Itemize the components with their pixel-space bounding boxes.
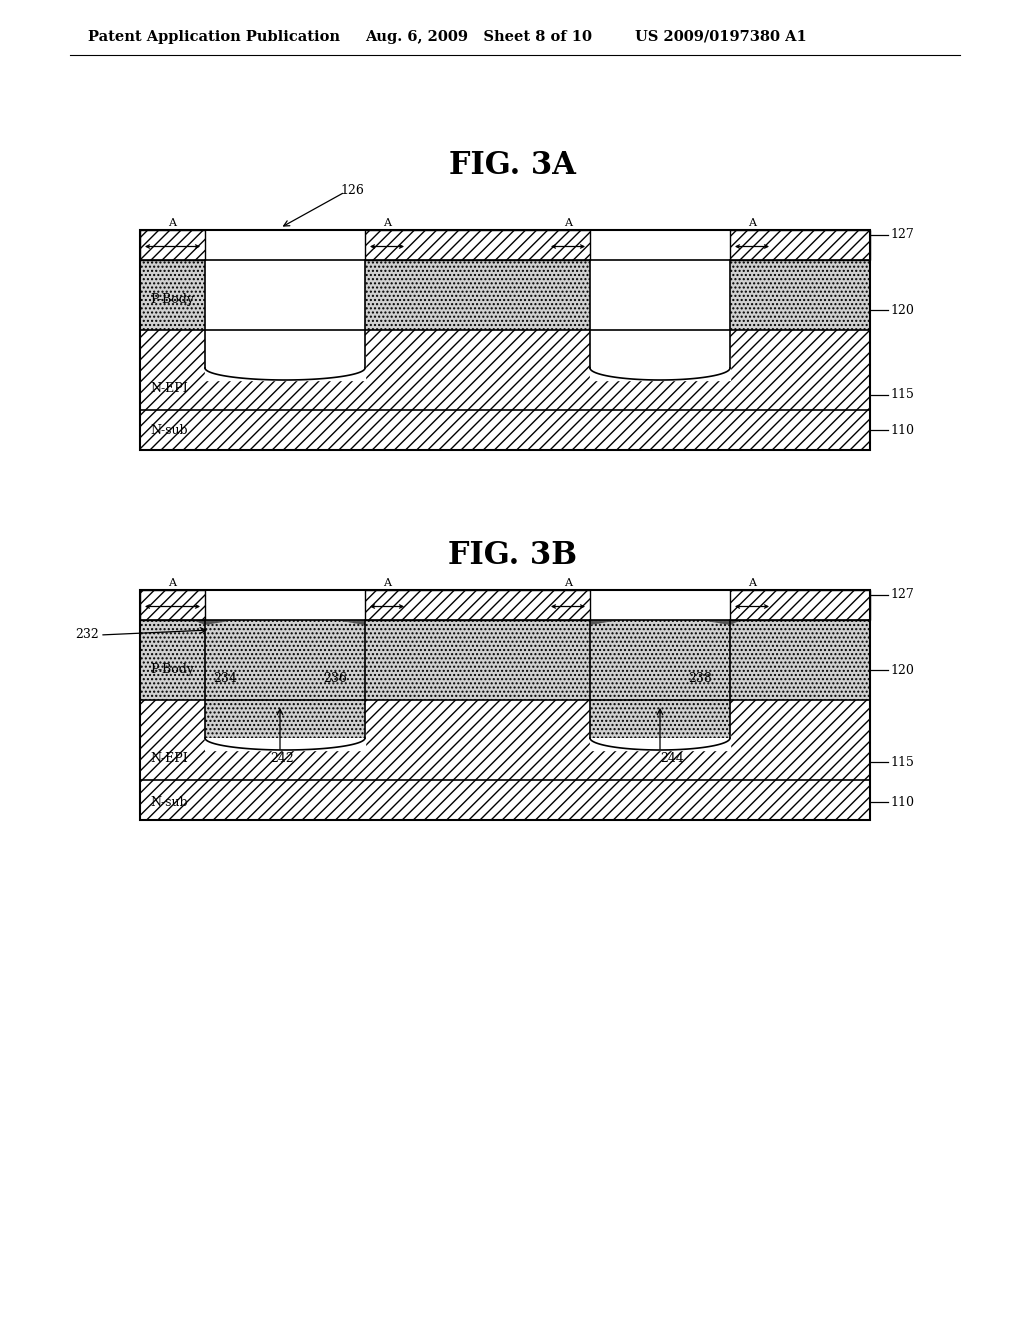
Polygon shape: [205, 738, 365, 750]
Text: N-EPI: N-EPI: [150, 381, 187, 395]
Bar: [205, 620, 365, 738]
Text: 110: 110: [890, 424, 914, 437]
Polygon shape: [335, 620, 365, 624]
Text: A: A: [564, 578, 572, 587]
Polygon shape: [205, 368, 365, 380]
Bar: [365, 230, 590, 260]
Bar: [140, 780, 870, 820]
Bar: [140, 330, 870, 411]
Bar: [590, 620, 730, 738]
Text: 236: 236: [323, 672, 347, 685]
Text: A: A: [383, 218, 391, 228]
Text: 120: 120: [890, 664, 913, 676]
Text: 120: 120: [890, 304, 913, 317]
Polygon shape: [700, 620, 730, 624]
Polygon shape: [590, 368, 730, 380]
Bar: [590, 260, 730, 368]
Bar: [205, 260, 365, 368]
Text: US 2009/0197380 A1: US 2009/0197380 A1: [635, 30, 807, 44]
Text: 242: 242: [270, 751, 294, 764]
Text: A: A: [169, 218, 176, 228]
Polygon shape: [590, 738, 730, 750]
Polygon shape: [730, 620, 742, 624]
Bar: [140, 700, 870, 780]
Bar: [140, 411, 870, 450]
Text: Patent Application Publication: Patent Application Publication: [88, 30, 340, 44]
Bar: [730, 230, 870, 260]
Text: N-sub: N-sub: [150, 424, 187, 437]
Text: A: A: [383, 578, 391, 587]
Bar: [140, 590, 870, 820]
Text: 115: 115: [890, 388, 913, 401]
Bar: [205, 620, 365, 738]
Text: 126: 126: [340, 183, 364, 197]
Text: N-EPI: N-EPI: [150, 751, 187, 764]
Bar: [365, 590, 590, 620]
Polygon shape: [205, 620, 234, 624]
Bar: [140, 620, 870, 700]
Bar: [140, 260, 870, 330]
Bar: [590, 620, 730, 738]
Polygon shape: [193, 620, 205, 624]
Text: N-sub: N-sub: [150, 796, 187, 808]
Text: FIG. 3B: FIG. 3B: [447, 540, 577, 570]
Text: 110: 110: [890, 796, 914, 808]
Text: 127: 127: [890, 589, 913, 602]
Bar: [590, 620, 730, 738]
Bar: [730, 590, 870, 620]
Text: 127: 127: [890, 228, 913, 242]
Text: Aug. 6, 2009   Sheet 8 of 10: Aug. 6, 2009 Sheet 8 of 10: [365, 30, 592, 44]
Text: FIG. 3A: FIG. 3A: [449, 149, 575, 181]
Bar: [205, 620, 365, 738]
Bar: [140, 590, 205, 620]
Text: P-Body: P-Body: [150, 293, 194, 306]
Bar: [140, 260, 870, 330]
Text: 244: 244: [660, 751, 684, 764]
Text: 232: 232: [75, 628, 98, 642]
Text: A: A: [169, 578, 176, 587]
Bar: [140, 620, 870, 700]
Text: 234: 234: [213, 672, 237, 685]
Text: P-Body: P-Body: [150, 664, 194, 676]
Polygon shape: [590, 620, 620, 624]
Text: A: A: [748, 578, 756, 587]
Text: 238: 238: [688, 672, 712, 685]
Text: A: A: [564, 218, 572, 228]
Text: A: A: [748, 218, 756, 228]
Text: 115: 115: [890, 755, 913, 768]
Bar: [140, 230, 205, 260]
Bar: [140, 230, 870, 450]
